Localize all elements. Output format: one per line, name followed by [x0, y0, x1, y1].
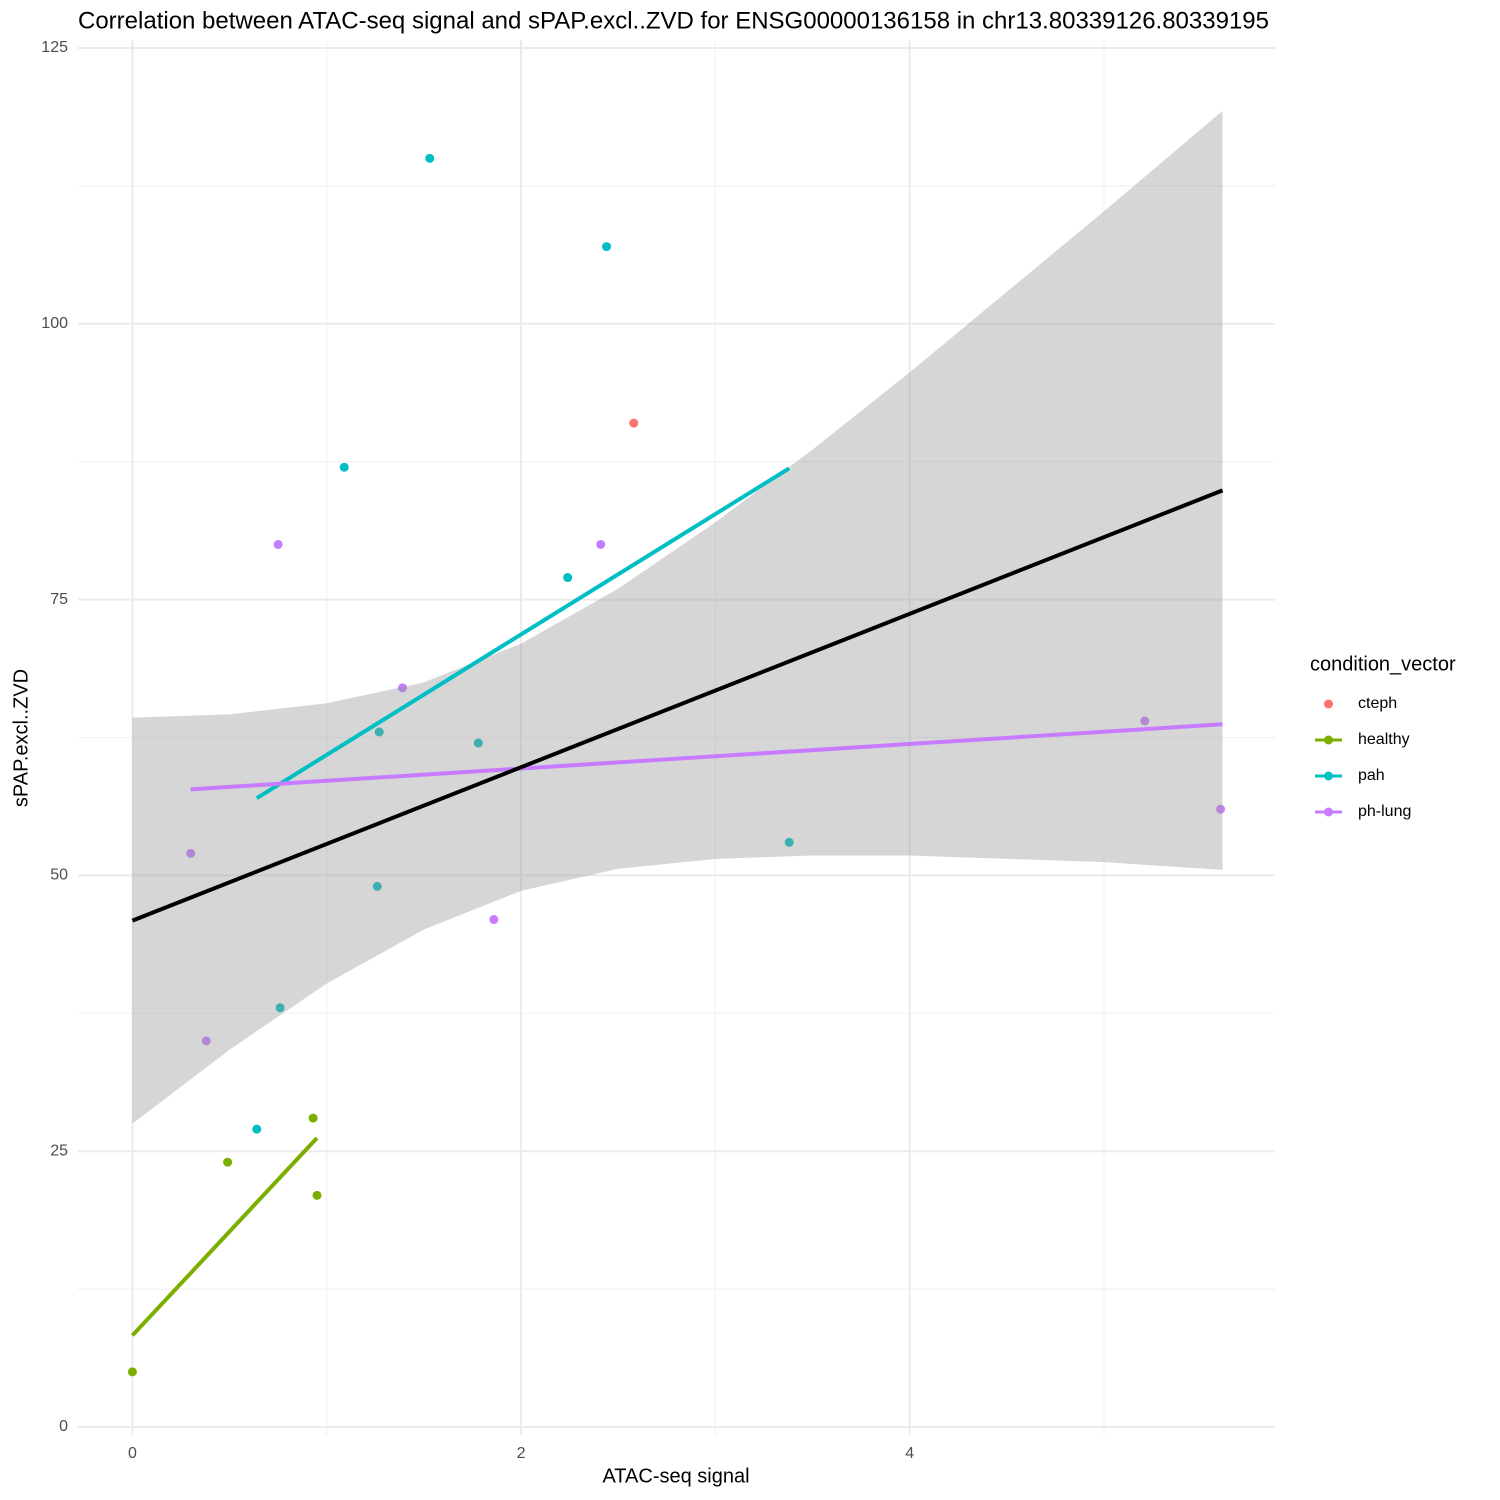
legend-point: [1324, 735, 1333, 745]
point: [312, 1190, 322, 1200]
y-tick-label: 50: [50, 867, 68, 884]
overall-fit-line: [131, 488, 1224, 923]
fit-line: [190, 722, 1223, 792]
legend-point: [1324, 771, 1333, 781]
point: [223, 1157, 233, 1167]
y-tick-label: 25: [50, 1142, 68, 1159]
y-axis-label: sPAP.excl..ZVD: [10, 669, 32, 807]
point: [425, 153, 435, 163]
x-tick-label: 4: [905, 1445, 914, 1462]
point: [1216, 804, 1226, 814]
chart-title: Correlation between ATAC-seq signal and …: [78, 7, 1269, 34]
point: [275, 1003, 285, 1013]
point: [374, 727, 384, 737]
fit-line: [130, 1136, 319, 1337]
point: [563, 573, 573, 583]
legend-label: ph-lung: [1358, 803, 1411, 820]
legend-label: healthy: [1358, 731, 1410, 748]
point: [273, 539, 283, 549]
x-tick-label: 0: [128, 1445, 137, 1462]
point: [127, 1367, 137, 1377]
x-tick-label: 2: [517, 1445, 526, 1462]
point: [372, 881, 382, 891]
point: [1140, 716, 1150, 726]
x-axis-label: ATAC-seq signal: [602, 1465, 749, 1487]
y-tick-label: 100: [41, 315, 68, 332]
legend-label: cteph: [1358, 695, 1397, 712]
point: [252, 1124, 262, 1134]
confidence-band: [132, 110, 1223, 1124]
legend-point: [1324, 807, 1333, 817]
point: [339, 462, 349, 472]
y-tick-label: 75: [50, 591, 68, 608]
point: [602, 242, 612, 252]
point: [186, 848, 196, 858]
point: [629, 418, 639, 428]
legend-point: [1324, 699, 1333, 709]
point: [308, 1113, 318, 1123]
legend-title: condition_vector: [1310, 653, 1456, 675]
point: [398, 683, 408, 693]
point: [201, 1036, 211, 1046]
point: [784, 837, 794, 847]
point: [596, 539, 606, 549]
point: [473, 738, 483, 748]
point: [489, 915, 499, 925]
y-tick-label: 125: [41, 39, 68, 56]
fit-line: [255, 466, 791, 800]
legend-label: pah: [1358, 767, 1385, 784]
y-tick-label: 0: [59, 1418, 68, 1435]
